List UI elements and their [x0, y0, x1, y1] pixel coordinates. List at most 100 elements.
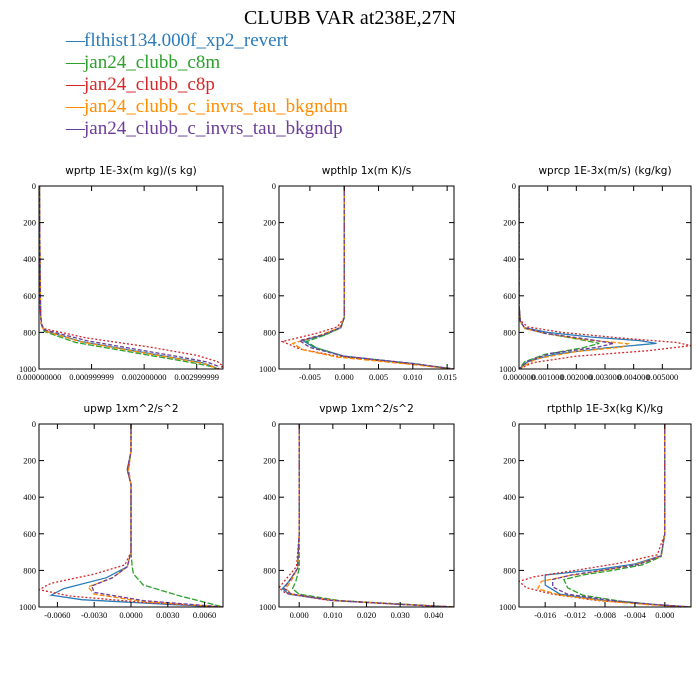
y-tick-label: 800: [23, 327, 36, 337]
series-line: [87, 424, 223, 607]
series-line: [284, 424, 454, 607]
series-line: [39, 186, 218, 369]
plot-frame: [278, 423, 455, 608]
series-line: [291, 424, 454, 607]
legend-label: flthist134.000f_xp2_revert: [84, 30, 289, 51]
x-tick-label: -0.012: [564, 610, 586, 620]
panel: wpthlp 1x(m K)/s 0 200 400 600 800 1000 -0.005 0…: [259, 165, 457, 382]
legend-item: —flthist134.000f_xp2_revert: [66, 30, 348, 52]
x-tick-label: 0.003000: [589, 372, 621, 382]
y-tick-label: 1000: [499, 364, 516, 374]
y-tick-label: 400: [263, 492, 276, 502]
series-line: [39, 186, 219, 369]
x-tick-label: 0.000: [655, 610, 674, 620]
x-tick-label: 0.000999999: [69, 372, 114, 382]
y-tick-label: 800: [263, 327, 276, 337]
y-tick-label: 0: [272, 181, 276, 191]
legend-label: jan24_clubb_c8m: [84, 52, 221, 73]
y-tick-label: 1000: [19, 364, 36, 374]
series-line: [552, 424, 691, 607]
y-tick-label: 400: [23, 492, 36, 502]
y-tick-label: 600: [503, 529, 516, 539]
panel-title: wpthlp 1x(m K)/s: [322, 165, 412, 177]
y-tick-label: 1000: [259, 602, 276, 612]
series-line: [298, 186, 454, 369]
y-tick-label: 600: [263, 529, 276, 539]
legend-item: —jan24_clubb_c8m: [66, 52, 348, 74]
series-line: [90, 424, 223, 607]
y-tick-label: 600: [23, 291, 36, 301]
plot-frame: [278, 185, 455, 370]
x-tick-label: 0.001000: [532, 372, 564, 382]
panel: rtpthlp 1E-3x(kg K)/kg 0 200 400 600 800 1000 -…: [499, 403, 692, 620]
x-tick-label: 0.0030: [156, 610, 179, 620]
legend-line-icon: —: [66, 96, 85, 117]
panel-title: upwp 1xm^2/s^2: [84, 403, 179, 415]
y-tick-label: 1000: [19, 602, 36, 612]
panel-title: rtpthlp 1E-3x(kg K)/kg: [547, 403, 663, 415]
y-tick-label: 800: [263, 565, 276, 575]
x-tick-label: 0.002999999: [174, 372, 219, 382]
panel: wprcp 1E-3x(m/s) (kg/kg) 0 200 400 600 800 100…: [499, 165, 692, 382]
y-tick-label: 800: [503, 327, 516, 337]
x-tick-label: -0.005: [299, 372, 321, 382]
panel-title: wprtp 1E-3x(m kg)/(s kg): [65, 165, 196, 177]
x-tick-label: 0.005: [369, 372, 388, 382]
plot-frame: [38, 185, 224, 370]
x-tick-label: 0.010: [323, 610, 342, 620]
x-tick-label: 0.0000: [119, 610, 142, 620]
y-tick-label: 400: [503, 254, 516, 264]
x-tick-label: 0.005000: [646, 372, 678, 382]
x-tick-label: 0.040: [424, 610, 443, 620]
x-tick-label: 0.002000: [560, 372, 592, 382]
chart-title: CLUBB VAR at238E,27N: [243, 7, 457, 29]
series-line: [279, 424, 454, 607]
x-tick-label: -0.016: [534, 610, 556, 620]
x-tick-label: -0.004: [624, 610, 647, 620]
y-tick-label: 800: [503, 565, 516, 575]
y-tick-label: 0: [272, 419, 276, 429]
y-tick-label: 600: [503, 291, 516, 301]
y-tick-label: 200: [503, 218, 516, 228]
y-tick-label: 800: [23, 565, 36, 575]
x-tick-label: -0.008: [594, 610, 616, 620]
series-line: [519, 186, 691, 369]
legend-item: —jan24_clubb_c_invrs_tau_bkgndm: [66, 96, 348, 118]
series-line: [39, 186, 218, 369]
series-line: [562, 424, 691, 607]
x-tick-label: 0.004000: [618, 372, 650, 382]
panel: upwp 1xm^2/s^2 0 200 400 600 800 1000 -0.0060 -0…: [19, 403, 224, 620]
x-tick-label: 0.000: [335, 372, 354, 382]
x-tick-label: 0.020: [357, 610, 376, 620]
series-line: [519, 186, 630, 369]
legend-label: jan24_clubb_c8p: [84, 74, 215, 95]
panel: vpwp 1xm^2/s^2 0 200 400 600 800 1000 0.000 0.01…: [259, 403, 455, 620]
x-tick-label: 0.0060: [193, 610, 216, 620]
series-line: [544, 424, 691, 607]
y-tick-label: 0: [512, 181, 516, 191]
x-tick-label: 0.000000000: [17, 372, 62, 382]
legend-line-icon: —: [66, 52, 85, 73]
x-tick-label: 0.002000000: [122, 372, 167, 382]
series-line: [49, 424, 223, 607]
legend-label: jan24_clubb_c_invrs_tau_bkgndp: [84, 118, 343, 139]
series-line: [291, 186, 454, 369]
series-line: [281, 424, 454, 607]
series-line: [305, 186, 454, 369]
y-tick-label: 200: [23, 218, 36, 228]
legend-label: jan24_clubb_c_invrs_tau_bkgndm: [84, 96, 348, 117]
legend-line-icon: —: [66, 74, 85, 95]
y-tick-label: 600: [23, 529, 36, 539]
series-line: [39, 424, 223, 607]
series-line: [519, 186, 614, 369]
y-tick-label: 400: [503, 492, 516, 502]
series-line: [536, 424, 691, 607]
series-line: [39, 186, 223, 369]
y-tick-label: 1000: [259, 364, 276, 374]
x-tick-label: -0.0030: [81, 610, 107, 620]
y-tick-label: 600: [263, 291, 276, 301]
series-line: [519, 424, 691, 607]
y-tick-label: 0: [512, 419, 516, 429]
y-tick-label: 0: [32, 419, 36, 429]
